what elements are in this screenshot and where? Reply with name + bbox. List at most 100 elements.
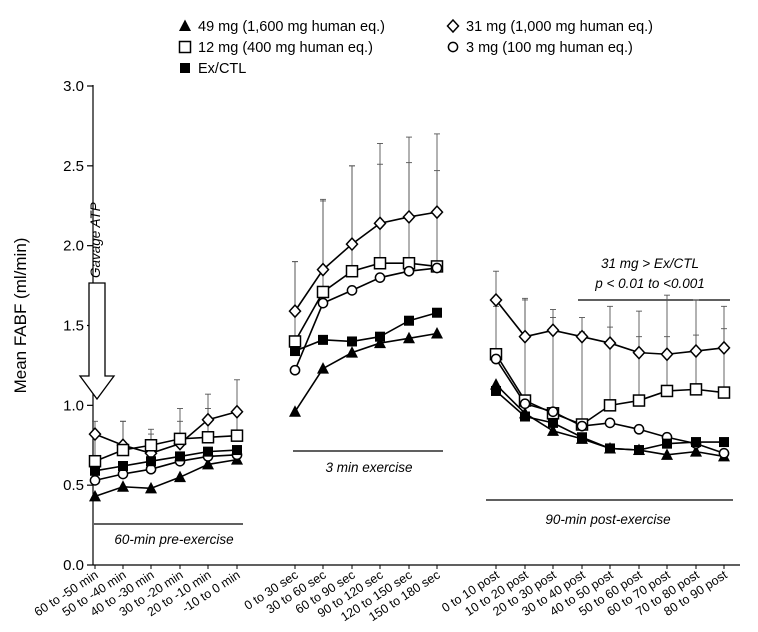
data-point (316, 285, 330, 299)
markers-filled-square (90, 307, 729, 476)
data-point (717, 340, 731, 355)
data-point (230, 429, 244, 442)
data-point (173, 432, 187, 446)
data-point (548, 417, 558, 428)
data-point (288, 304, 302, 319)
data-point (402, 209, 416, 225)
data-point (317, 362, 329, 374)
data-point (547, 406, 559, 418)
data-point (146, 456, 156, 467)
data-point (490, 353, 502, 365)
series-line (94, 458, 238, 498)
significance-label-2: p < 0.01 to <0.001 (594, 276, 705, 291)
data-point (404, 315, 414, 326)
gavage-label: Gavage ATP (88, 202, 103, 278)
data-point (546, 323, 560, 338)
data-point (691, 437, 701, 448)
series-open-square (92, 162, 727, 462)
data-point (90, 465, 100, 476)
data-point (174, 470, 186, 483)
series-line (94, 410, 238, 455)
post-exercise-label: 90-min post-exercise (545, 512, 670, 527)
data-point (290, 346, 300, 357)
y-tick-label: 1.0 (63, 397, 84, 414)
data-point (346, 285, 358, 296)
legend-marker-open-circle (447, 41, 459, 53)
data-point (431, 326, 443, 339)
data-point (289, 405, 301, 417)
series-line (294, 262, 438, 342)
data-point (374, 336, 386, 349)
data-point (289, 364, 301, 376)
data-point (144, 439, 158, 452)
data-point (660, 384, 674, 398)
legend-label: Ex/CTL (198, 61, 246, 77)
data-point (201, 431, 215, 444)
data-point (632, 394, 646, 407)
data-point (202, 457, 214, 470)
y-tick-label: 1.5 (63, 318, 84, 335)
y-tick-label: 3.0 (63, 78, 84, 95)
data-point (518, 329, 532, 344)
data-point (431, 262, 443, 274)
data-point (201, 412, 215, 427)
plot-area (88, 133, 731, 502)
data-point (430, 205, 444, 220)
data-point (175, 451, 185, 462)
legend-label: 31 mg (1,000 mg human eq.) (466, 19, 653, 35)
data-point (689, 383, 703, 396)
exercise-label: 3 min exercise (325, 460, 412, 475)
data-point (346, 346, 358, 358)
markers-filled-triangle (89, 326, 730, 502)
data-point (145, 481, 157, 494)
data-point (634, 445, 644, 456)
data-point (491, 385, 501, 396)
y-tick-label: 2.0 (63, 238, 84, 255)
y-axis-label: Mean FABF (ml/min) (11, 238, 30, 394)
chart-annotations: Gavage ATP 60-min pre-exercise 3 min exerc… (78, 202, 733, 547)
legend-marker-open-diamond (446, 18, 460, 34)
data-point (520, 411, 530, 422)
data-point (603, 399, 617, 412)
data-point (689, 343, 703, 359)
markers-open-diamond (88, 205, 731, 461)
data-point (374, 272, 386, 283)
significance-label-1: 31 mg > Ex/CTL (601, 256, 699, 271)
data-point (577, 432, 587, 443)
data-point (375, 331, 385, 342)
data-point (432, 307, 442, 318)
data-point (660, 347, 674, 362)
data-point (347, 336, 357, 347)
data-point (632, 345, 646, 360)
data-point (719, 437, 729, 448)
data-point (576, 420, 588, 432)
data-point (118, 461, 128, 472)
legend-label: 12 mg (400 mg human eq.) (198, 40, 373, 56)
data-point (317, 297, 329, 309)
data-point (373, 256, 387, 270)
data-point (633, 423, 645, 435)
data-point (603, 335, 617, 351)
gavage-arrow (78, 282, 116, 401)
data-point (662, 438, 672, 449)
series-line (294, 332, 438, 413)
y-tick-label: 2.5 (63, 158, 84, 175)
chart-legend: 49 mg (1,600 mg human eq.) 31 mg (1,000 m… (178, 18, 653, 77)
data-point (403, 331, 415, 344)
data-point (661, 448, 673, 460)
legend-marker-open-square (178, 40, 192, 54)
data-point (489, 292, 503, 308)
data-point (345, 264, 359, 278)
y-tick-label: 0.0 (63, 557, 84, 574)
data-point (718, 447, 730, 459)
series-line (294, 211, 438, 312)
legend-marker-filled-triangle (179, 19, 191, 31)
pre-exercise-label: 60-min pre-exercise (114, 532, 233, 547)
data-point (547, 424, 559, 436)
data-point (203, 446, 213, 457)
data-point (89, 489, 101, 502)
data-point (717, 386, 731, 399)
data-point (288, 335, 302, 348)
series-open-diamond (92, 133, 727, 455)
data-point (373, 216, 387, 231)
